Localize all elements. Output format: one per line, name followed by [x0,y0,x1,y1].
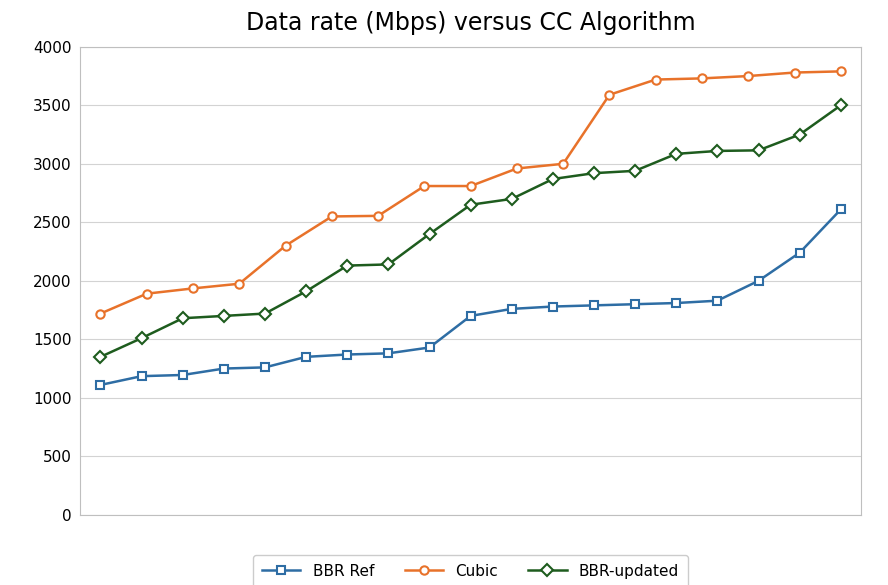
BBR-updated [465,201,476,208]
Cubic [187,285,198,292]
BBR Ref [753,277,764,284]
BBR-updated [630,167,640,174]
BBR Ref [548,303,559,310]
Cubic [327,213,337,220]
BBR Ref [671,300,682,307]
BBR Ref [424,344,435,351]
Line: BBR-updated: BBR-updated [96,101,845,361]
Cubic [650,76,661,83]
BBR-updated [301,288,312,295]
BBR-updated [178,315,188,322]
Cubic [789,69,800,76]
BBR Ref [383,350,393,357]
BBR-updated [795,131,805,138]
Cubic [281,242,291,249]
Cubic [511,165,522,172]
Legend: BBR Ref, Cubic, BBR-updated: BBR Ref, Cubic, BBR-updated [253,555,688,585]
BBR Ref [95,381,106,388]
BBR-updated [218,312,229,319]
BBR-updated [671,150,682,157]
BBR-updated [424,230,435,238]
BBR Ref [630,301,640,308]
Cubic [743,73,754,80]
BBR Ref [465,312,476,319]
Cubic [373,212,384,219]
BBR Ref [589,302,599,309]
BBR-updated [506,195,517,202]
BBR-updated [342,262,353,269]
Cubic [836,68,846,75]
BBR-updated [548,176,559,183]
BBR Ref [259,364,270,371]
Cubic [558,160,568,167]
BBR-updated [95,353,106,360]
BBR Ref [712,297,723,304]
Cubic [604,91,614,98]
Cubic [465,183,476,190]
Cubic [141,290,152,297]
BBR-updated [712,147,723,154]
BBR-updated [383,261,393,268]
BBR Ref [178,371,188,378]
Cubic [697,75,708,82]
BBR-updated [589,170,599,177]
Cubic [95,310,106,317]
Title: Data rate (Mbps) versus CC Algorithm: Data rate (Mbps) versus CC Algorithm [246,11,695,35]
BBR-updated [259,310,270,317]
Line: BBR Ref: BBR Ref [96,205,845,389]
Line: Cubic: Cubic [96,67,845,318]
BBR-updated [753,147,764,154]
BBR Ref [218,365,229,372]
BBR Ref [506,305,517,312]
BBR Ref [836,206,846,213]
Cubic [419,183,430,190]
BBR-updated [136,335,147,342]
BBR Ref [136,373,147,380]
BBR Ref [301,353,312,360]
BBR-updated [836,102,846,109]
BBR Ref [342,351,353,358]
BBR Ref [795,249,805,256]
Cubic [234,280,244,287]
